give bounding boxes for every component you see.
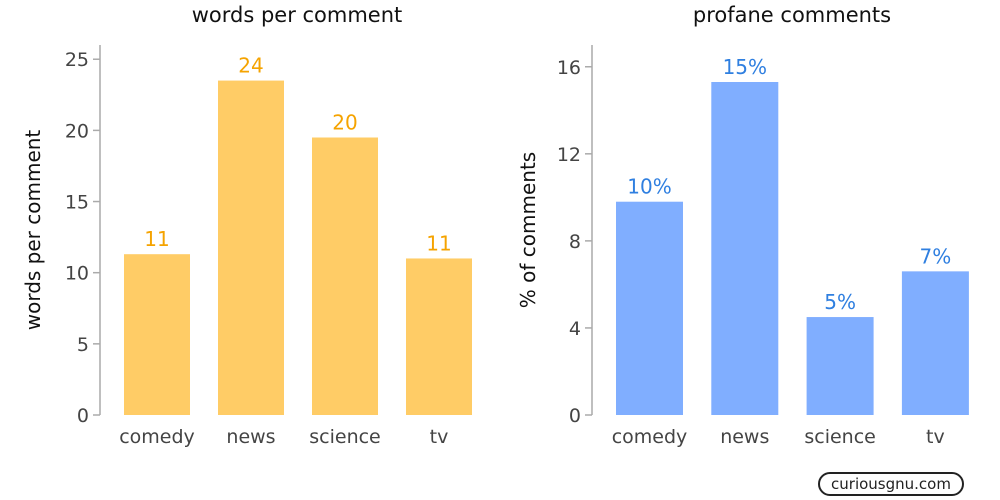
chart1-bar-comedy — [124, 254, 190, 415]
chart1-bar-tv — [406, 258, 472, 415]
chart2-y-tick-label: 0 — [569, 405, 581, 427]
chart2-data-label-news: 15% — [723, 55, 767, 79]
chart2-y-tick-label: 16 — [557, 57, 581, 79]
chart2-data-label-science: 5% — [824, 290, 856, 314]
chart1-category-label-comedy: comedy — [119, 426, 195, 448]
chart2-bar-news — [711, 82, 779, 415]
chart1-y-tick-label: 20 — [65, 120, 89, 142]
chart1-bar-science — [312, 137, 378, 415]
chart1-data-label-comedy: 11 — [144, 227, 169, 251]
watermark-badge: curiousgnu.com — [818, 472, 964, 496]
chart1-y-tick-label: 0 — [77, 405, 89, 427]
chart2-y-axis-label: % of comments — [516, 152, 540, 308]
chart1-title: words per comment — [192, 3, 403, 27]
chart1-data-label-tv: 11 — [426, 231, 451, 255]
chart2-data-label-comedy: 10% — [627, 175, 671, 199]
chart1-y-tick-label: 25 — [65, 49, 89, 71]
chart2-category-label-science: science — [804, 426, 876, 448]
chart2-bar-tv — [901, 271, 969, 415]
chart1-y-tick-label: 15 — [65, 192, 89, 214]
chart1-data-label-science: 20 — [332, 111, 357, 135]
chart2-y-tick-label: 8 — [569, 231, 581, 253]
chart2-data-label-tv: 7% — [920, 244, 952, 268]
chart1-y-tick-label: 5 — [77, 334, 89, 356]
chart2-category-label-comedy: comedy — [612, 426, 688, 448]
chart2-category-label-tv: tv — [926, 426, 945, 448]
chart2-bar-science — [806, 317, 874, 415]
chart1-bar-news — [218, 80, 284, 416]
chart2-bar-comedy — [616, 201, 683, 415]
chart1-category-label-news: news — [226, 426, 275, 448]
chart2-y-tick-label: 4 — [569, 318, 581, 340]
chart2-y-tick-label: 12 — [557, 144, 581, 166]
chart1-data-label-news: 24 — [238, 54, 263, 78]
chart1-y-tick-label: 10 — [65, 263, 89, 285]
chart2-category-label-news: news — [720, 426, 769, 448]
chart1-category-label-science: science — [309, 426, 381, 448]
chart2-title: profane comments — [693, 3, 891, 27]
chart1-y-axis-label: words per comment — [21, 130, 45, 331]
chart1-category-label-tv: tv — [430, 426, 449, 448]
